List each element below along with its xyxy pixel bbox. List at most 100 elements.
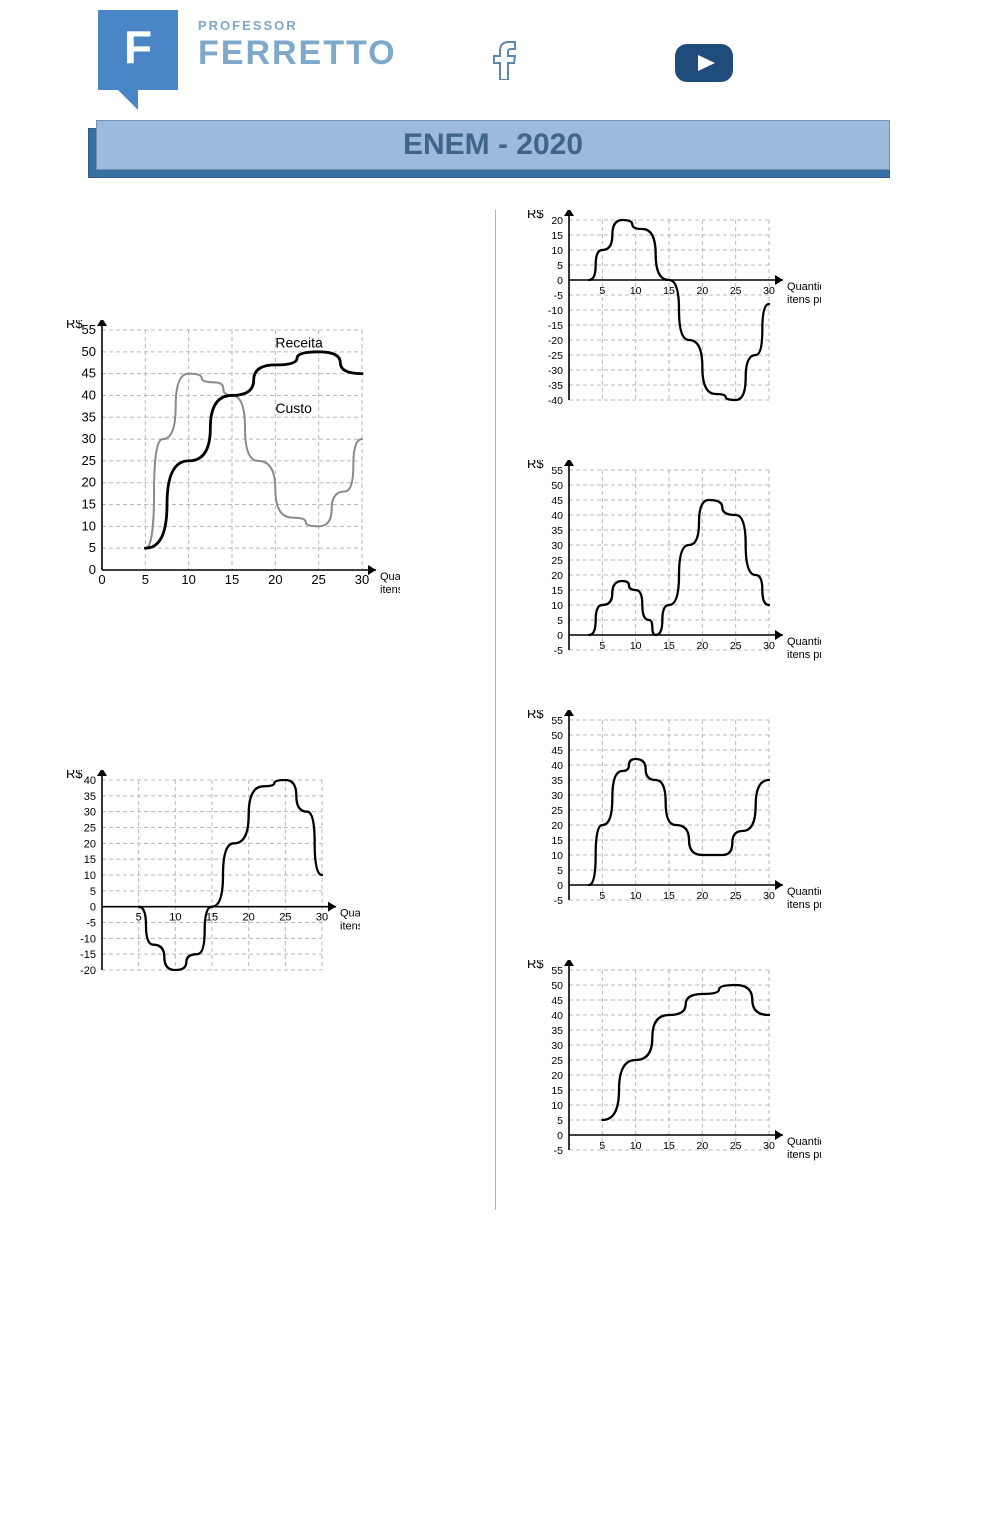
svg-text:10: 10: [551, 1100, 563, 1112]
svg-text:55: 55: [551, 715, 563, 727]
svg-text:40: 40: [82, 387, 96, 402]
option-chart-a: 51015202530-20-15-10-50510152025303540R$…: [60, 770, 470, 1010]
svg-text:55: 55: [551, 465, 563, 477]
svg-text:15: 15: [206, 912, 218, 924]
svg-text:-5: -5: [554, 1145, 563, 1157]
svg-text:35: 35: [84, 791, 96, 803]
svg-text:20: 20: [84, 838, 96, 850]
svg-text:-35: -35: [548, 380, 563, 392]
svg-text:25: 25: [551, 555, 563, 567]
svg-text:25: 25: [551, 1055, 563, 1067]
svg-text:15: 15: [551, 585, 563, 597]
svg-text:0: 0: [90, 902, 96, 914]
svg-text:20: 20: [696, 285, 708, 297]
svg-text:0: 0: [89, 562, 96, 577]
svg-text:-30: -30: [548, 365, 563, 377]
svg-text:-15: -15: [80, 949, 96, 961]
svg-text:20: 20: [551, 1070, 563, 1082]
brand-name: FERRETTO: [198, 34, 397, 73]
svg-text:50: 50: [551, 480, 563, 492]
svg-text:15: 15: [82, 497, 96, 512]
svg-text:15: 15: [551, 1085, 563, 1097]
svg-text:Quantidade de: Quantidade de: [787, 281, 821, 293]
svg-text:10: 10: [630, 890, 642, 902]
svg-text:15: 15: [663, 1140, 675, 1152]
brand-subtitle: PROFESSOR: [198, 18, 298, 33]
option-chart-e: 51015202530-50510152025303540455055R$Qua…: [521, 960, 923, 1180]
svg-text:Quantidade de: Quantidade de: [787, 1136, 821, 1148]
svg-text:45: 45: [551, 745, 563, 757]
svg-text:-10: -10: [548, 305, 563, 317]
svg-text:5: 5: [599, 890, 605, 902]
svg-text:10: 10: [169, 912, 181, 924]
svg-text:40: 40: [551, 760, 563, 772]
svg-text:25: 25: [730, 1140, 742, 1152]
option-chart-c: 51015202530-50510152025303540455055R$Qua…: [521, 460, 923, 680]
svg-text:5: 5: [142, 572, 149, 587]
option-chart-d: 51015202530-50510152025303540455055R$Qua…: [521, 710, 923, 930]
svg-text:15: 15: [551, 230, 563, 242]
brand-logo: F: [98, 10, 178, 90]
svg-text:30: 30: [355, 572, 369, 587]
svg-text:R$: R$: [527, 210, 544, 221]
svg-text:Quantidade de: Quantidade de: [787, 636, 821, 648]
svg-text:40: 40: [551, 1010, 563, 1022]
svg-text:25: 25: [730, 640, 742, 652]
svg-text:R$: R$: [66, 320, 83, 331]
svg-text:itens produzidos: itens produzidos: [380, 584, 400, 596]
svg-text:35: 35: [82, 409, 96, 424]
svg-text:20: 20: [243, 912, 255, 924]
svg-text:35: 35: [551, 525, 563, 537]
svg-text:10: 10: [630, 640, 642, 652]
svg-text:20: 20: [696, 640, 708, 652]
svg-text:Receita: Receita: [275, 334, 323, 350]
svg-text:-25: -25: [548, 350, 563, 362]
svg-text:15: 15: [663, 285, 675, 297]
svg-text:10: 10: [630, 1140, 642, 1152]
svg-text:15: 15: [84, 854, 96, 866]
svg-text:50: 50: [551, 980, 563, 992]
svg-text:5: 5: [599, 285, 605, 297]
svg-text:25: 25: [551, 805, 563, 817]
facebook-icon: [490, 40, 518, 80]
svg-text:5: 5: [557, 260, 563, 272]
svg-text:10: 10: [551, 245, 563, 257]
svg-text:itens produzidos: itens produzidos: [787, 1149, 821, 1161]
svg-text:15: 15: [551, 835, 563, 847]
svg-text:R$: R$: [527, 710, 544, 721]
svg-text:Quantidade de: Quantidade de: [380, 571, 400, 583]
svg-text:10: 10: [551, 600, 563, 612]
svg-text:40: 40: [551, 510, 563, 522]
svg-text:30: 30: [551, 1040, 563, 1052]
option-chart-b: 51015202530-40-35-30-25-20-15-10-5051015…: [521, 210, 923, 430]
svg-text:45: 45: [551, 495, 563, 507]
svg-text:15: 15: [225, 572, 239, 587]
svg-text:-15: -15: [548, 320, 563, 332]
svg-text:30: 30: [84, 807, 96, 819]
svg-text:5: 5: [557, 615, 563, 627]
column-right: 51015202530-40-35-30-25-20-15-10-5051015…: [496, 210, 923, 1210]
svg-text:R$: R$: [66, 770, 83, 781]
svg-text:55: 55: [82, 322, 96, 337]
svg-text:5: 5: [89, 540, 96, 555]
svg-text:30: 30: [763, 1140, 775, 1152]
svg-text:Quantidade de: Quantidade de: [340, 908, 360, 920]
svg-text:5: 5: [599, 640, 605, 652]
svg-text:50: 50: [551, 730, 563, 742]
svg-text:0: 0: [557, 630, 563, 642]
svg-text:25: 25: [82, 453, 96, 468]
svg-text:25: 25: [311, 572, 325, 587]
svg-text:20: 20: [551, 215, 563, 227]
svg-text:itens produzidos: itens produzidos: [340, 921, 360, 933]
main-chart: 0510152025300510152025303540455055R$Quan…: [60, 320, 470, 620]
svg-text:30: 30: [551, 790, 563, 802]
svg-text:15: 15: [663, 890, 675, 902]
svg-text:20: 20: [268, 572, 282, 587]
svg-text:itens produzidos: itens produzidos: [787, 294, 821, 306]
page-header: F PROFESSOR FERRETTO ENEM - 2020: [0, 0, 983, 170]
svg-text:0: 0: [557, 880, 563, 892]
youtube-icon: [675, 44, 733, 82]
svg-text:5: 5: [136, 912, 142, 924]
svg-text:Custo: Custo: [275, 400, 312, 416]
svg-text:5: 5: [557, 865, 563, 877]
